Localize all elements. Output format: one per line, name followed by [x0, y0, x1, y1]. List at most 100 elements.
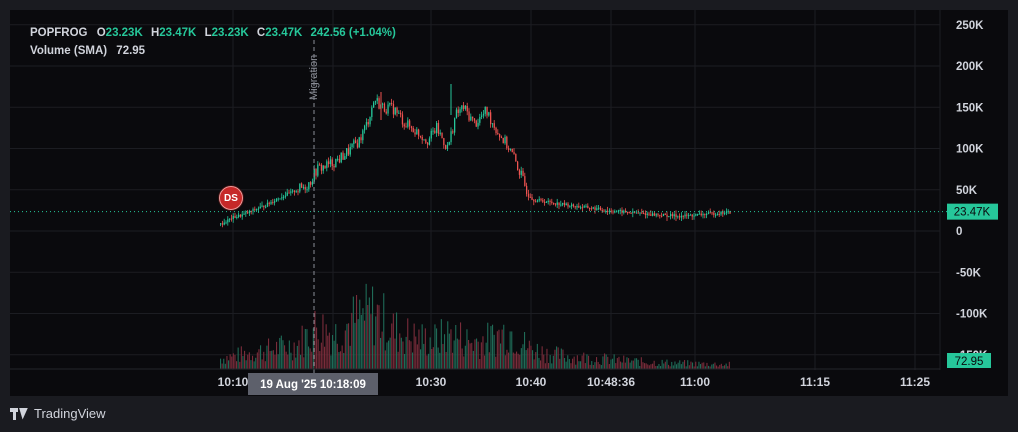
price-chart[interactable]: 250K200K150K100K50K0-50K-100K-150K-150K1…: [10, 10, 1008, 396]
candle-body: [432, 130, 434, 132]
candle-body: [328, 161, 330, 165]
volume-bar: [557, 347, 559, 369]
last-price-tag: [947, 203, 998, 220]
candle-body: [263, 205, 265, 208]
candle-body: [261, 205, 263, 207]
volume-bar: [728, 361, 730, 369]
candle-body: [360, 137, 362, 141]
candle-body: [626, 211, 629, 213]
candle-body: [623, 210, 625, 213]
candle-body: [506, 136, 508, 149]
volume-bar: [564, 357, 566, 369]
volume-bar: [501, 329, 503, 369]
volume-bar: [711, 364, 713, 369]
volume-label[interactable]: Volume (SMA): [30, 45, 108, 57]
candle-body: [319, 164, 321, 166]
symbol-name[interactable]: POPFROG: [30, 27, 88, 39]
volume-bar: [341, 345, 343, 369]
volume-bar: [528, 340, 530, 369]
volume-bar: [223, 358, 225, 369]
candle-body: [702, 213, 704, 216]
volume-bar: [680, 364, 682, 369]
volume-bar: [327, 335, 329, 369]
volume-bar: [220, 358, 222, 369]
volume-bar: [546, 348, 548, 369]
candle-body: [664, 213, 666, 215]
volume-bar: [352, 296, 354, 369]
candle-body: [698, 213, 701, 215]
volume-bar: [628, 358, 630, 369]
volume-bar: [690, 361, 692, 369]
volume-bar: [343, 352, 345, 369]
candle-body: [353, 140, 355, 144]
candle-body: [374, 100, 377, 103]
candle-body: [706, 213, 708, 216]
volume-bar: [365, 283, 367, 369]
volume-bar: [544, 363, 546, 369]
brand-name[interactable]: TradingView: [34, 406, 106, 421]
candle-body: [437, 122, 440, 134]
ds-marker-badge[interactable]: DS: [219, 186, 243, 210]
volume-bar: [351, 312, 353, 369]
candle-body: [727, 211, 729, 213]
volume-tag: [947, 353, 991, 368]
candle-body: [376, 98, 378, 101]
volume-bar: [396, 312, 398, 369]
volume-bar: [388, 340, 390, 369]
candle-body: [509, 148, 512, 150]
candle-body: [558, 202, 560, 206]
volume-bar: [464, 345, 466, 369]
volume-bar: [431, 348, 433, 369]
candle-body: [308, 182, 310, 190]
volume-bar: [725, 363, 727, 369]
candle-body: [405, 126, 407, 128]
candle-body: [625, 210, 627, 212]
volume-bar: [276, 341, 278, 369]
volume-bar: [368, 297, 370, 369]
volume-bar: [252, 355, 254, 369]
volume-bar: [568, 359, 570, 369]
candle-body: [410, 126, 413, 129]
candle-body: [635, 212, 638, 214]
volume-bar: [658, 363, 660, 369]
candle-body: [533, 199, 535, 202]
volume-bar: [616, 358, 618, 369]
last-price-tag-label: 23.47K: [954, 207, 991, 219]
candle-body: [371, 107, 373, 118]
volume-bar: [376, 304, 378, 369]
candle-body: [434, 130, 436, 134]
candle-body: [668, 216, 670, 218]
volume-bar: [444, 334, 446, 369]
candle-body: [423, 139, 425, 141]
candle-body: [556, 202, 558, 205]
volume-bar: [316, 327, 318, 369]
candle-body: [477, 122, 479, 127]
volume-bar: [429, 337, 431, 369]
volume-bar: [535, 352, 537, 369]
candle-body: [378, 98, 380, 109]
volume-bar: [364, 320, 366, 369]
volume-bar: [484, 355, 486, 369]
candle-body: [590, 208, 593, 210]
volume-bar: [311, 351, 313, 369]
volume-bar: [647, 364, 649, 369]
x-axis-tick-label: 11:00: [680, 375, 710, 389]
chart-area[interactable]: 250K200K150K100K50K0-50K-100K-150K-150K1…: [10, 10, 1008, 396]
volume-bar: [346, 323, 348, 369]
volume-bar: [236, 361, 238, 369]
volume-bar: [599, 364, 601, 369]
x-axis-tick-label: 10:48:36: [587, 375, 635, 389]
volume-bar: [405, 336, 407, 369]
tradingview-logo-icon[interactable]: [10, 407, 28, 420]
candle-body: [281, 197, 283, 199]
candle-body: [468, 111, 470, 121]
candle-body: [238, 214, 240, 217]
volume-bar: [287, 354, 289, 369]
candle-body: [223, 222, 225, 225]
candle-body: [720, 211, 722, 215]
volume-bar: [269, 351, 271, 369]
volume-bar: [720, 363, 722, 369]
volume-bar: [336, 343, 338, 369]
volume-bar: [674, 361, 676, 369]
candle-body: [711, 212, 713, 214]
